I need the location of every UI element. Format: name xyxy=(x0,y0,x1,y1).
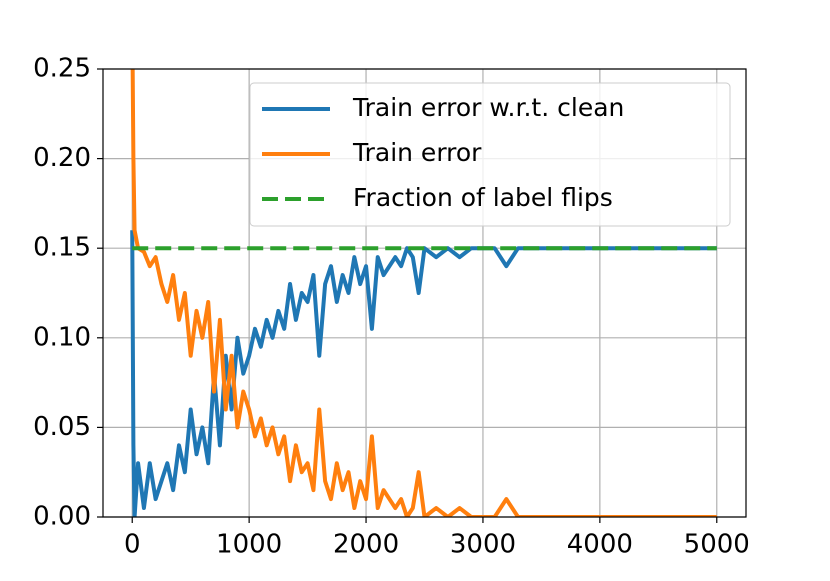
x-tick-label: 2000 xyxy=(333,530,399,560)
x-tick-label: 5000 xyxy=(684,530,750,560)
plot-frame xyxy=(102,68,747,518)
legend-label: Train error xyxy=(352,138,482,167)
ticks: 0 1000 2000 3000 4000 5000 0.00 0.05 0.10 0.15 0.2… xyxy=(33,54,750,560)
legend-box xyxy=(249,82,731,227)
legend-label: Fraction of label flips xyxy=(353,183,613,212)
series-line xyxy=(130,230,717,517)
x-tick-label: 3000 xyxy=(450,530,516,560)
y-tick-label: 0.15 xyxy=(33,233,91,263)
x-tick-label: 0 xyxy=(124,530,141,560)
y-tick-label: 0.20 xyxy=(33,143,91,173)
legend: Train error w.r.t. clean Train error Fract… xyxy=(249,82,731,227)
x-tick-label: 1000 xyxy=(216,530,282,560)
y-tick-label: 0.00 xyxy=(33,502,91,532)
y-tick-label: 0.05 xyxy=(33,412,91,442)
plot-lines xyxy=(130,69,717,517)
x-tick-label: 4000 xyxy=(567,530,633,560)
y-tick-label: 0.10 xyxy=(33,322,91,352)
legend-label: Train error w.r.t. clean xyxy=(352,93,624,122)
y-tick-label: 0.25 xyxy=(33,54,91,84)
series-line xyxy=(130,69,717,517)
